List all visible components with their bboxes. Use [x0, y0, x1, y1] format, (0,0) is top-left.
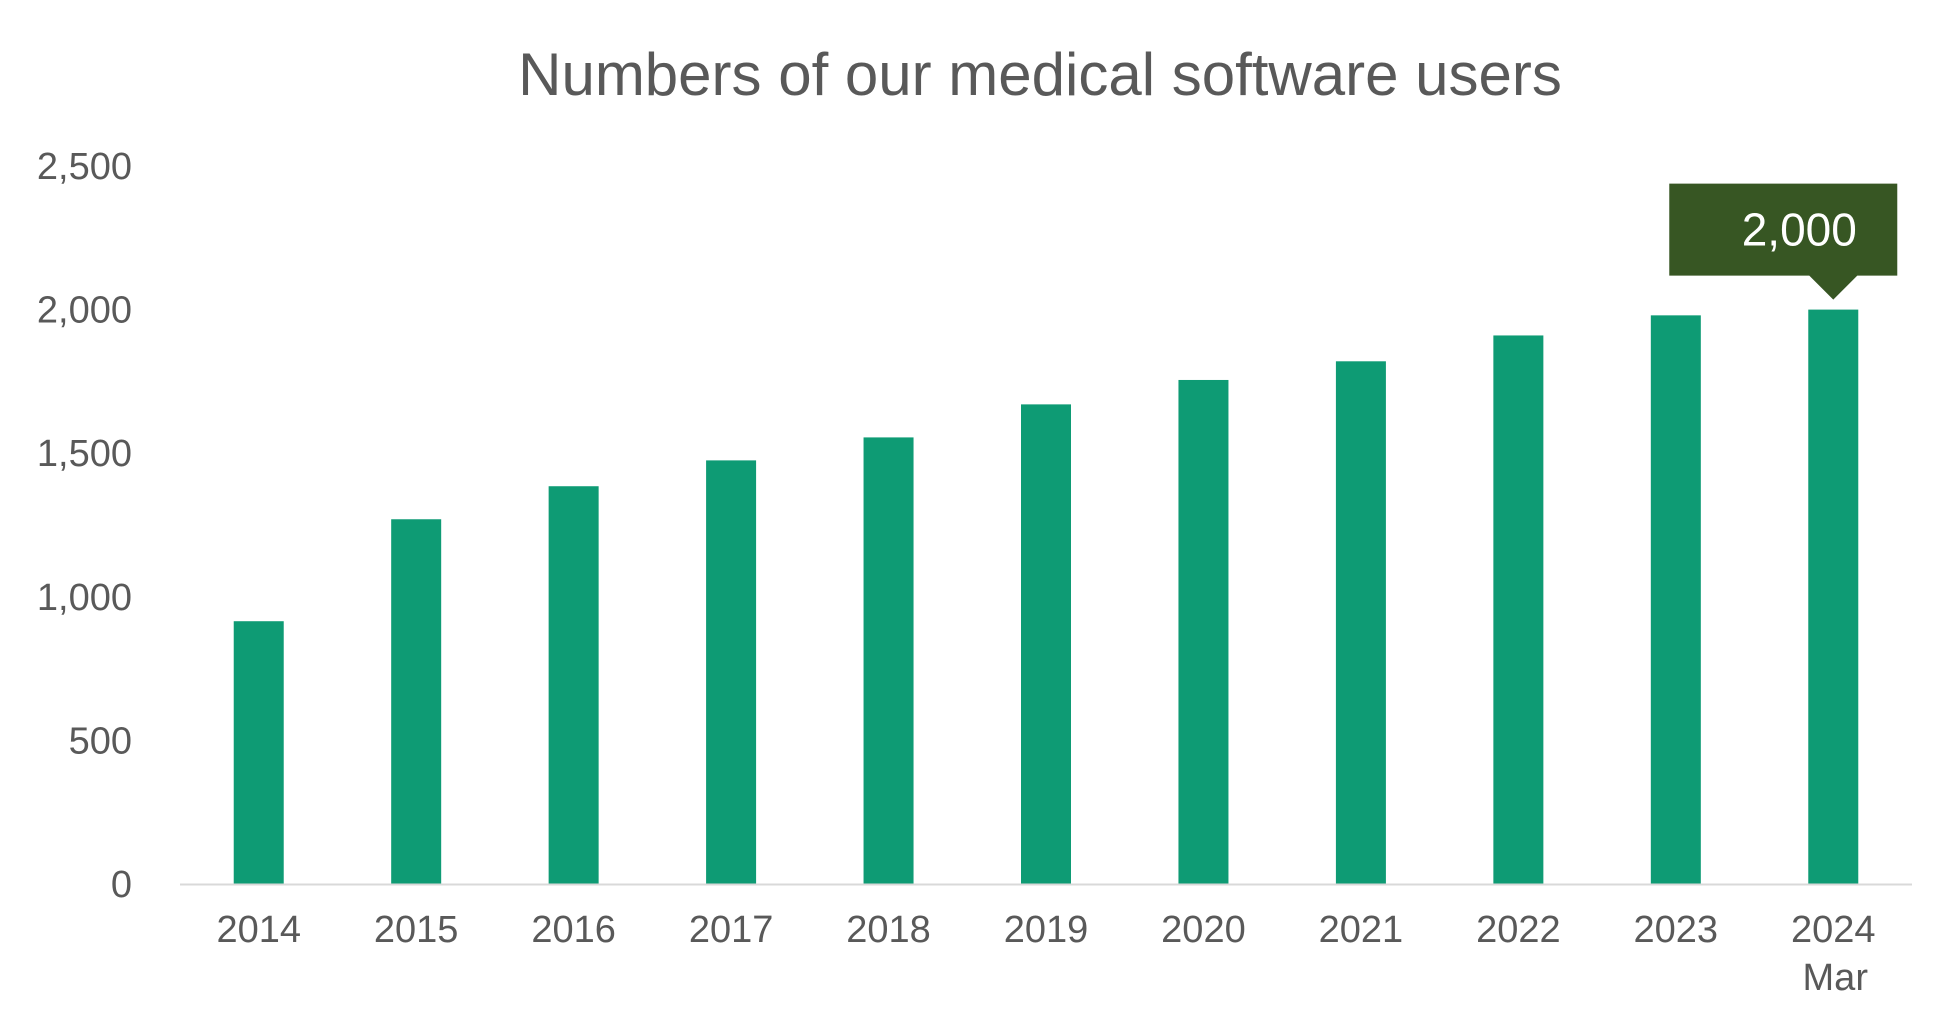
x-tick-label: 2020 — [1161, 909, 1246, 951]
x-tick-sublabel: Mar — [1803, 957, 1869, 999]
x-tick-label: 2018 — [846, 909, 931, 951]
bar-2021 — [1335, 361, 1386, 884]
y-axis-tick-labels: 0 500 1,000 1,500 2,000 2,500 — [37, 146, 132, 906]
chart-title: Numbers of our medical software users — [518, 41, 1562, 108]
callout-box — [1669, 183, 1898, 300]
bar-2022 — [1493, 335, 1544, 884]
bar-2019 — [1021, 404, 1071, 884]
y-tick-label: 1,500 — [37, 433, 132, 475]
x-tick-label: 2022 — [1476, 909, 1561, 951]
x-tick-label: 2024 — [1791, 909, 1876, 951]
x-tick-label: 2015 — [374, 909, 459, 951]
y-tick-label: 2,000 — [37, 290, 132, 332]
x-axis-tick-labels: 2014 2015 2016 2017 2018 2019 2020 2021 2022 2023… — [216, 909, 1875, 999]
bars — [233, 309, 1859, 885]
y-tick-label: 1,000 — [37, 577, 132, 619]
x-tick-label: 2016 — [531, 909, 616, 951]
x-tick-label: 2014 — [216, 909, 301, 951]
bar-2020 — [1178, 379, 1229, 884]
bar-2015 — [391, 519, 442, 884]
bar-2016 — [548, 486, 599, 884]
bar-2014 — [233, 621, 284, 884]
bar-2023 — [1650, 315, 1701, 884]
y-tick-label: 2,500 — [37, 146, 132, 188]
bar-2017 — [706, 460, 757, 884]
bar-2024 — [1808, 309, 1859, 885]
bar-2018 — [863, 437, 914, 884]
x-tick-label: 2021 — [1319, 909, 1404, 951]
y-tick-label: 500 — [69, 720, 132, 762]
y-tick-label: 0 — [111, 864, 132, 906]
callout-label: 2,000 — [1742, 204, 1857, 256]
x-tick-label: 2017 — [689, 909, 774, 951]
x-tick-label: 2019 — [1004, 909, 1089, 951]
x-tick-label: 2023 — [1634, 909, 1719, 951]
value-callout: 2,000 — [1669, 183, 1898, 300]
